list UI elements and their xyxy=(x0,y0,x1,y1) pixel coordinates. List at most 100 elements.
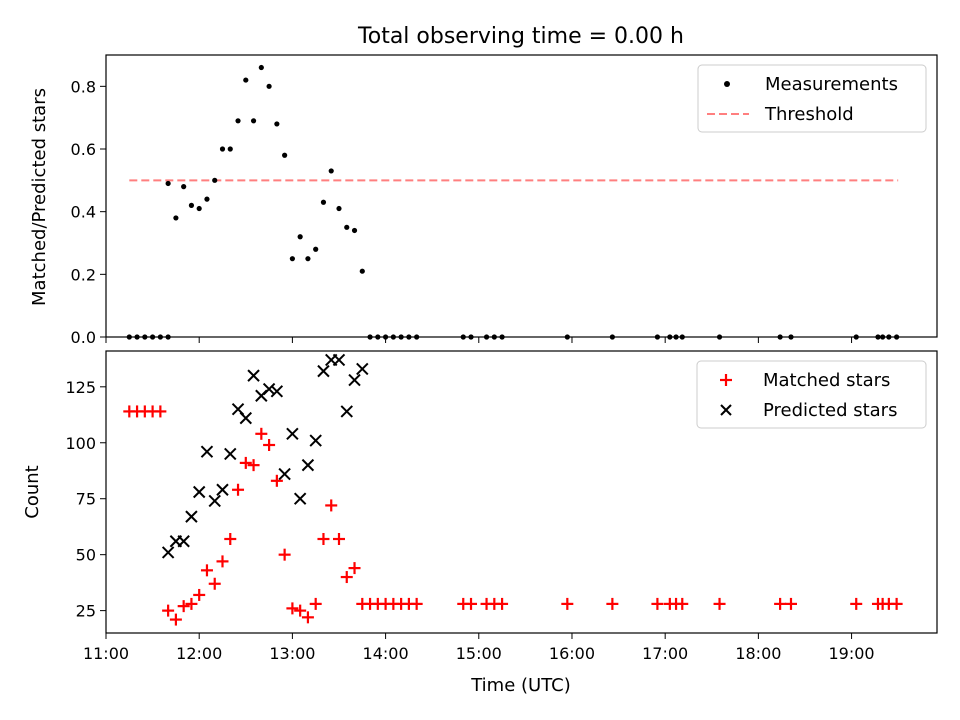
matched-star-point xyxy=(154,405,167,418)
legend-measurements-label: Measurements xyxy=(765,74,898,95)
matched-star-point xyxy=(561,597,574,610)
bottom-y-tick-label: 25 xyxy=(76,602,96,621)
matched-star-point xyxy=(465,597,478,610)
predicted-star-point xyxy=(200,445,214,458)
bottom-x-tick-label: 19:00 xyxy=(829,644,875,663)
measurement-point xyxy=(250,118,257,124)
matched-star-point xyxy=(850,597,863,610)
matched-star-point xyxy=(193,588,206,601)
matched-star-point xyxy=(410,597,423,610)
predicted-star-point xyxy=(309,434,322,447)
predicted-star-point xyxy=(192,485,206,499)
measurement-point xyxy=(336,205,342,212)
measurement-point xyxy=(274,121,280,127)
top-axes-frame xyxy=(105,54,938,338)
matched-star-point xyxy=(224,533,237,545)
matched-star-point xyxy=(332,533,345,545)
predicted-star-point xyxy=(286,427,299,441)
matched-star-point xyxy=(294,604,307,617)
legend-measurements-marker xyxy=(724,81,730,87)
predicted-star-point xyxy=(216,483,229,496)
top-y-tick-label: 0.0 xyxy=(71,328,96,347)
matched-star-point xyxy=(651,597,664,610)
measurement-point xyxy=(282,152,288,158)
matched-star-point xyxy=(169,613,182,626)
measurement-point xyxy=(328,168,334,174)
bottom-y-tick-label: 100 xyxy=(65,434,96,453)
top-legend: Measurements Threshold xyxy=(697,64,927,133)
matched-star-point xyxy=(200,564,213,577)
predicted-star-point xyxy=(278,467,291,481)
matched-star-point xyxy=(784,597,797,610)
measurement-point xyxy=(219,146,226,152)
bottom-x-axis-label: Time (UTC) xyxy=(470,675,571,696)
bottom-x-tick-label: 11:00 xyxy=(83,644,129,663)
bottom-x-tick-label: 12:00 xyxy=(176,644,222,663)
top-chart-title: Total observing time = 0.00 h xyxy=(357,24,684,49)
bottom-legend-box xyxy=(696,360,927,429)
bottom-axis-ticks: 25 50 75 100 125 11:00 12:00 13:00 14:00 15:00 16:… xyxy=(65,378,874,663)
predicted-star-point xyxy=(239,411,253,425)
measurement-point xyxy=(313,246,319,252)
predicted-star-point xyxy=(293,492,307,505)
legend-matched-label: Matched stars xyxy=(763,370,890,391)
matched-star-point xyxy=(606,597,619,610)
predicted-star-point xyxy=(270,385,284,398)
matched-star-point xyxy=(278,548,291,561)
matched-star-point xyxy=(713,597,726,610)
predicted-star-point xyxy=(356,362,369,376)
bottom-y-axis-label: Count xyxy=(22,465,43,518)
measurement-point xyxy=(196,205,202,212)
measurement-point xyxy=(243,77,249,83)
matched-star-point xyxy=(208,577,221,590)
predicted-star-point xyxy=(224,447,237,461)
measurement-point xyxy=(235,118,241,124)
bottom-x-tick-label: 14:00 xyxy=(363,644,409,663)
predicted-star-point xyxy=(332,353,346,367)
measurement-point xyxy=(305,256,311,262)
bottom-x-tick-label: 18:00 xyxy=(735,644,781,663)
matched-star-point xyxy=(774,597,787,610)
bottom-y-tick-label: 50 xyxy=(76,546,96,565)
bottom-y-tick-label: 125 xyxy=(65,378,96,397)
bottom-x-tick-label: 16:00 xyxy=(549,644,595,663)
predicted-star-point xyxy=(348,373,361,387)
measurement-point xyxy=(351,227,358,234)
matched-star-point xyxy=(309,597,322,610)
matched-star-point xyxy=(232,483,245,496)
matched-star-point xyxy=(890,597,903,610)
measurement-point xyxy=(165,180,171,187)
measurement-point xyxy=(266,83,272,89)
top-panel: 0.00.20.40.60.8 Matched/Predicted stars … xyxy=(29,54,938,347)
measurement-point xyxy=(173,215,179,221)
matched-star-point xyxy=(286,602,299,615)
top-y-tick-label: 0.6 xyxy=(71,140,96,159)
measurement-point xyxy=(258,64,264,71)
measurement-point xyxy=(227,146,233,152)
predicted-star-point xyxy=(301,458,315,472)
matched-star-point xyxy=(340,571,353,584)
matched-star-point xyxy=(496,597,509,610)
measurement-point xyxy=(359,268,365,274)
matched-star-point xyxy=(317,533,330,545)
matched-star-point xyxy=(177,600,190,613)
matched-star-point xyxy=(247,459,260,472)
measurement-point xyxy=(204,196,210,202)
bottom-panel: 25 50 75 100 125 11:00 12:00 13:00 14:00 15:00 16:… xyxy=(22,350,938,696)
top-y-tick-label: 0.4 xyxy=(71,203,96,222)
predicted-star-point xyxy=(185,510,198,523)
measurement-point xyxy=(297,234,303,240)
predicted-star-point xyxy=(340,405,353,418)
matched-star-point xyxy=(676,597,689,610)
top-y-tick-label: 0.2 xyxy=(71,265,96,284)
bottom-y-tick-label: 75 xyxy=(76,490,96,509)
predicted-star-point xyxy=(208,494,221,508)
matched-star-point xyxy=(239,456,252,469)
matched-star-point xyxy=(270,474,283,487)
measurement-point xyxy=(181,184,187,190)
predicted-star-point xyxy=(177,535,190,548)
matched-star-point xyxy=(301,611,314,624)
legend-predicted-marker xyxy=(720,404,732,416)
bottom-x-tick-label: 15:00 xyxy=(456,644,502,663)
